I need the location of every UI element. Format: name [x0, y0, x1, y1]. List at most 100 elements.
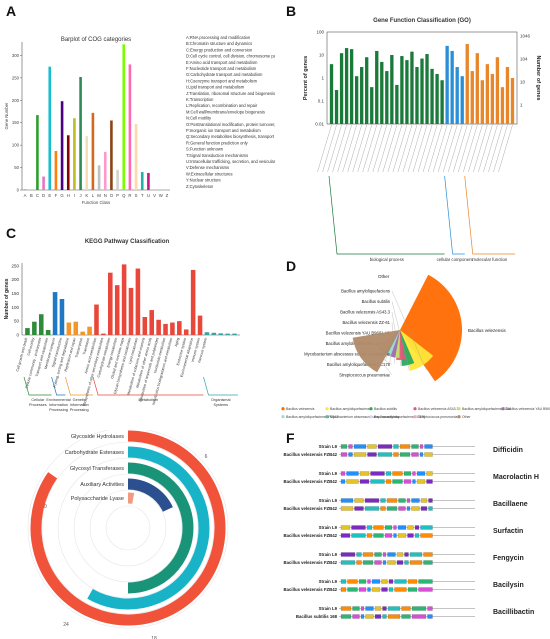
gene-arrow: [371, 587, 381, 592]
chart-title: KEGG Pathway Classification: [85, 239, 170, 245]
gene-arrow: [340, 579, 347, 584]
group-label: Organismal: [211, 398, 231, 402]
gene-arrow: [340, 525, 351, 530]
gene-arrow: [367, 587, 371, 592]
strain-label: Strain L9: [319, 498, 338, 503]
legend-swatch: [325, 415, 329, 419]
bar: [480, 80, 484, 124]
bar: [32, 321, 37, 335]
gene-arrow: [340, 552, 356, 557]
strain-label: Strain L9: [319, 444, 338, 449]
bar: [128, 287, 134, 335]
bar-n: [103, 151, 107, 190]
bar: [339, 53, 344, 124]
legend-swatch: [501, 407, 505, 411]
gene-arrow: [416, 479, 426, 484]
tick-label-placeholder: [327, 124, 342, 173]
y-axis-label: Gene Number: [4, 102, 9, 130]
tick-label-placeholder: [478, 124, 493, 173]
group-bracket: [51, 376, 66, 396]
chart-title: Gene Function Classification (GO): [373, 18, 471, 24]
bar: [475, 53, 479, 124]
tick-label-placeholder: [357, 124, 372, 173]
group-label: Information: [70, 403, 89, 407]
strain-label: Strain L9: [319, 552, 338, 557]
legend-swatch: [369, 415, 373, 419]
group-bracket: [464, 175, 515, 255]
gene-arrow: [393, 533, 397, 538]
y-tick-label-right: 1: [520, 103, 523, 108]
x-tick-label: L: [92, 193, 95, 198]
gene-arrow: [347, 587, 358, 592]
legend-entry: Mycobacterium abscessus subsp. massilien…: [330, 415, 400, 419]
tick-label-placeholder: [402, 124, 418, 173]
legend-entry: Bacillus velezensis AS43.3: [418, 407, 458, 411]
legend-swatch: [457, 407, 461, 411]
gene-arrow: [406, 498, 411, 503]
gene-arrow: [340, 452, 348, 457]
gene-arrow: [403, 471, 412, 476]
bar: [232, 333, 237, 335]
gene-arrow: [377, 452, 393, 457]
gene-cluster-comparison: Strain L9 Bacillus velezensis FZB42 Diffic…: [284, 444, 539, 619]
gene-arrow: [340, 533, 351, 538]
legend-entry: D:Cell cycle control, cell division, chr…: [186, 54, 275, 59]
slice-label: Streptococcus pneumoniae: [339, 373, 390, 378]
bar-r: [128, 64, 132, 190]
x-tick-label: Translation: [82, 337, 90, 355]
bar-s: [134, 124, 138, 190]
panel-label-e: E: [6, 430, 16, 446]
bar-u: [147, 172, 150, 190]
bar: [465, 44, 469, 124]
gene-arrow: [424, 444, 433, 449]
gene-arrow: [346, 479, 359, 484]
gene-arrow: [386, 498, 398, 503]
gene-arrow: [398, 498, 406, 503]
radial-bar: [127, 478, 173, 512]
y-tick-label: 200: [12, 98, 20, 103]
legend-entry: J:Translation, ribosomal structure and b…: [186, 91, 275, 96]
bar: [370, 87, 374, 124]
panel-label-d: D: [286, 258, 297, 274]
y-axis-label-right: Number of genes: [535, 56, 541, 101]
tick-label-placeholder: [427, 124, 443, 173]
gene-arrow: [380, 506, 386, 511]
legend-swatch: [413, 415, 417, 419]
bar: [470, 71, 474, 124]
gene-arrow: [407, 525, 414, 530]
strain-label: Bacillus velezensis FZB42: [284, 506, 338, 511]
tick-label-placeholder: [483, 124, 498, 173]
legend-entry: Bacillus amyloliquefaciens: [330, 407, 370, 411]
gene-arrow: [367, 452, 377, 457]
cluster-name: Bacillibactin: [493, 609, 534, 616]
x-tick-label: W: [159, 193, 164, 198]
legend-entry: Bacillus velezensis: [286, 407, 315, 411]
x-tick-label: A: [24, 193, 27, 198]
cluster-name: Bacilysin: [493, 582, 524, 589]
gene-arrow: [407, 579, 418, 584]
legend-entry: Bacillus amyloliquefaciens CC178: [374, 415, 425, 419]
gene-arrow: [353, 452, 367, 457]
group-bracket: [65, 376, 94, 396]
bar: [52, 292, 58, 335]
bar: [211, 332, 217, 335]
y-tick-label: 300: [12, 53, 20, 58]
bar: [59, 299, 65, 335]
x-tick-label: M: [97, 193, 101, 198]
gene-arrow: [401, 606, 411, 611]
group-label: Environmental: [46, 398, 70, 402]
tick-label-placeholder: [322, 124, 337, 173]
group-bracket: [23, 376, 52, 396]
group-label: biological process: [370, 257, 404, 262]
gene-arrow: [397, 525, 407, 530]
bar-label: Glycosyl Transferases: [70, 466, 124, 472]
bar: [163, 323, 168, 335]
bar-k: [85, 136, 89, 190]
gene-arrow: [356, 552, 362, 557]
gene-arrow: [394, 587, 407, 592]
gene-arrow: [373, 525, 384, 530]
bar: [430, 68, 434, 124]
bar-p: [116, 169, 119, 190]
gene-arrow: [394, 579, 407, 584]
cluster-name: Macrolactin H: [493, 474, 539, 481]
